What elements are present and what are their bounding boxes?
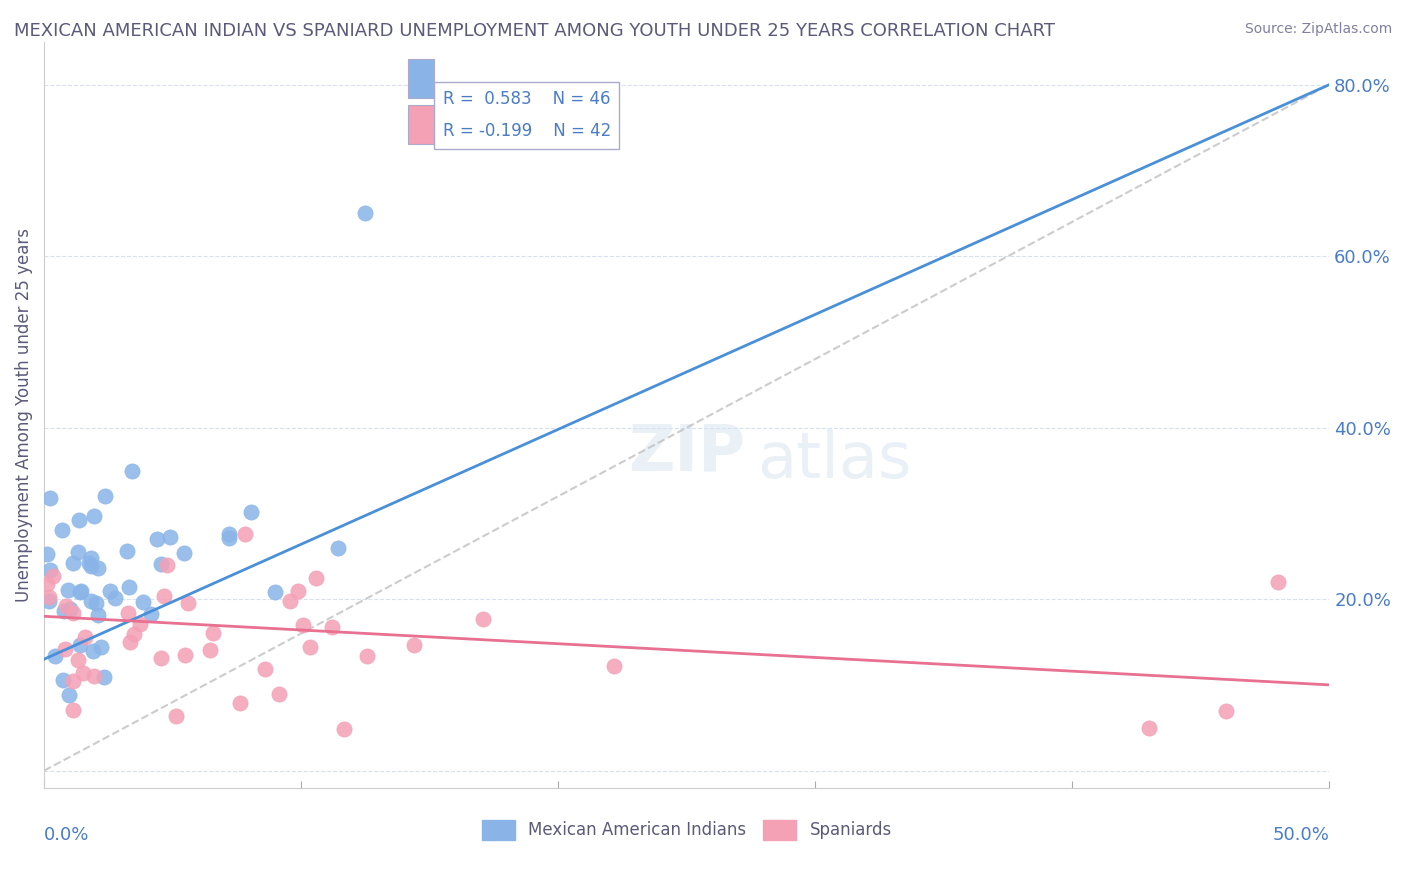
Point: [287, 583, 309, 598]
Point: [53, 641, 76, 656]
Point: [38, 593, 60, 607]
Point: [42, 569, 65, 583]
Point: [156, 558, 179, 572]
Point: [35, 547, 58, 561]
Point: [165, 708, 187, 723]
Point: [87, 561, 110, 575]
Point: [73, 630, 96, 644]
Point: [471, 612, 494, 626]
Point: [264, 584, 287, 599]
Point: [62, 674, 84, 689]
Text: ZIP: ZIP: [628, 421, 745, 483]
Text: 0.0%: 0.0%: [44, 826, 90, 845]
Point: [55, 599, 77, 614]
Point: [44, 649, 66, 664]
Point: [93, 670, 115, 684]
Text: MEXICAN AMERICAN INDIAN VS SPANIARD UNEMPLOYMENT AMONG YOUTH UNDER 25 YEARS CORR: MEXICAN AMERICAN INDIAN VS SPANIARD UNEM…: [14, 22, 1054, 40]
Point: [83, 669, 105, 683]
Point: [77, 557, 100, 571]
Point: [69, 638, 91, 652]
Y-axis label: Unemployment Among Youth under 25 years: Unemployment Among Youth under 25 years: [15, 227, 32, 602]
Point: [69, 584, 91, 599]
Text: 50.0%: 50.0%: [1272, 826, 1329, 845]
Point: [129, 617, 152, 632]
Point: [80, 594, 103, 608]
Point: [354, 206, 377, 220]
Text: atlas: atlas: [758, 428, 911, 491]
Point: [62, 606, 84, 620]
Point: [1137, 721, 1160, 735]
Point: [1215, 704, 1237, 718]
Point: [229, 696, 252, 710]
Point: [321, 620, 343, 634]
Point: [39, 563, 62, 577]
Point: [104, 591, 127, 605]
Point: [79, 550, 101, 565]
Point: [38, 491, 60, 505]
Point: [159, 531, 181, 545]
Point: [173, 546, 195, 560]
Point: [58, 688, 80, 702]
Point: [84, 596, 107, 610]
Point: [62, 556, 84, 570]
Point: [115, 544, 138, 558]
Point: [82, 644, 104, 658]
Point: [52, 673, 75, 688]
Point: [356, 648, 378, 663]
Point: [291, 618, 314, 632]
Point: [132, 595, 155, 609]
Text: R =  0.583    N = 46
R = -0.199    N = 42: R = 0.583 N = 46 R = -0.199 N = 42: [443, 90, 610, 140]
Point: [305, 570, 328, 584]
Point: [62, 703, 84, 717]
Point: [218, 531, 240, 545]
Point: [1267, 574, 1289, 589]
Point: [58, 582, 80, 597]
Text: Source: ZipAtlas.com: Source: ZipAtlas.com: [1244, 22, 1392, 37]
Point: [51, 523, 73, 537]
Point: [298, 640, 321, 654]
Legend: Mexican American Indians, Spaniards: Mexican American Indians, Spaniards: [475, 813, 898, 847]
Point: [98, 584, 121, 599]
Point: [83, 508, 105, 523]
Point: [239, 505, 262, 519]
Point: [120, 635, 142, 649]
Point: [70, 584, 93, 599]
Point: [79, 558, 101, 573]
Point: [66, 545, 89, 559]
Point: [139, 607, 162, 621]
Point: [149, 557, 172, 571]
Point: [90, 640, 112, 655]
Point: [177, 596, 200, 610]
Point: [269, 687, 291, 701]
Point: [35, 576, 58, 591]
Point: [121, 464, 143, 478]
Point: [150, 650, 173, 665]
Point: [333, 722, 356, 736]
Point: [67, 653, 90, 667]
Point: [118, 580, 141, 594]
Point: [94, 489, 117, 503]
Point: [59, 602, 82, 616]
Point: [201, 626, 224, 640]
Bar: [408, 59, 433, 98]
Point: [38, 591, 60, 605]
Point: [603, 659, 626, 673]
Point: [253, 662, 276, 676]
Point: [86, 607, 108, 622]
Point: [174, 648, 197, 663]
Point: [233, 527, 256, 541]
Point: [218, 527, 240, 541]
Point: [198, 642, 221, 657]
Point: [67, 513, 90, 527]
Point: [153, 589, 176, 603]
Point: [146, 533, 169, 547]
Point: [278, 593, 301, 607]
Point: [402, 638, 425, 652]
Point: [117, 606, 139, 620]
Point: [328, 541, 350, 555]
Point: [72, 666, 94, 681]
Point: [53, 604, 76, 618]
Bar: [408, 105, 433, 144]
Point: [122, 627, 145, 641]
